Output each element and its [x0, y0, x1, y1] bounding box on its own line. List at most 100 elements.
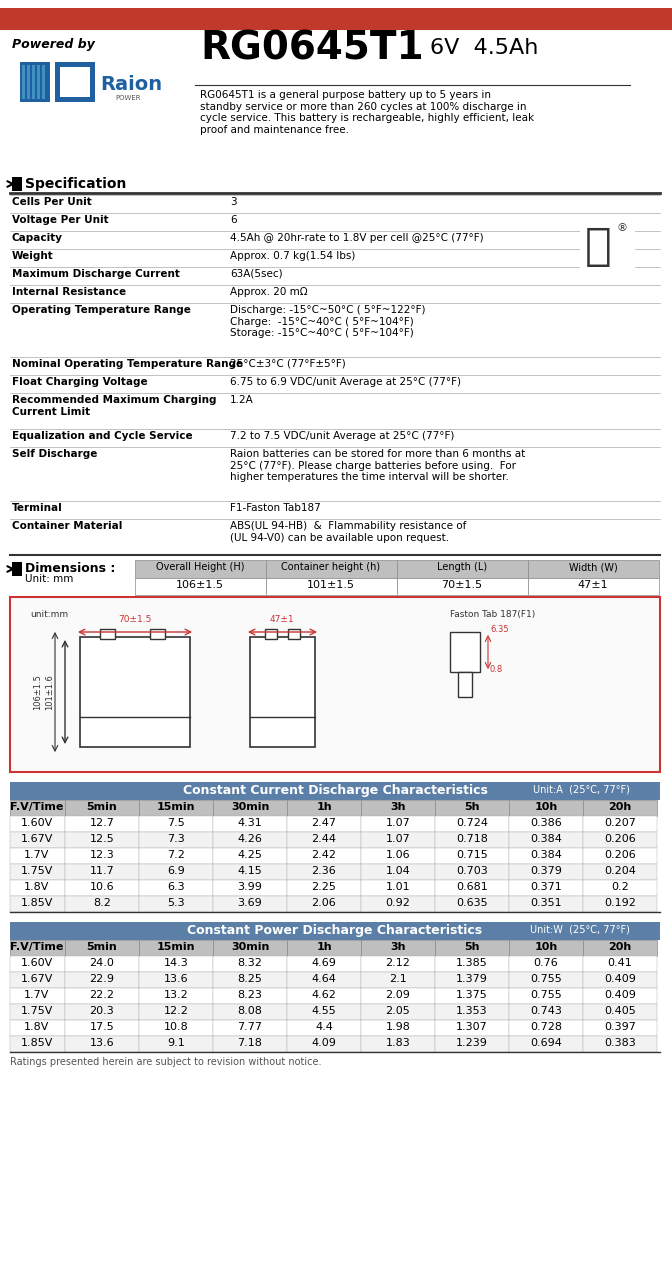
Text: 70±1.5: 70±1.5	[442, 580, 482, 590]
Text: Unit: mm: Unit: mm	[25, 573, 73, 584]
Text: 4.26: 4.26	[238, 835, 263, 844]
Text: Operating Temperature Range: Operating Temperature Range	[12, 305, 191, 315]
Text: 1.353: 1.353	[456, 1006, 488, 1016]
Text: 47±1: 47±1	[578, 580, 608, 590]
Bar	[10, 988, 65, 1004]
Bar	[583, 847, 657, 864]
Text: 5h: 5h	[464, 942, 480, 952]
Text: 1h: 1h	[317, 942, 332, 952]
Text: 1.83: 1.83	[386, 1038, 411, 1048]
Text: Raion batteries can be stored for more than 6 months at
25°C (77°F). Please char: Raion batteries can be stored for more t…	[230, 449, 526, 483]
Text: Constant Power Discharge Characteristics: Constant Power Discharge Characteristics	[187, 924, 482, 937]
Bar	[10, 940, 65, 956]
Text: 14.3: 14.3	[163, 957, 188, 968]
Bar	[12, 177, 22, 191]
Text: 1.04: 1.04	[386, 867, 411, 876]
Bar	[435, 847, 509, 864]
Bar	[287, 864, 361, 881]
Text: 1.379: 1.379	[456, 974, 488, 984]
Bar	[213, 881, 287, 896]
Bar	[265, 628, 277, 639]
Text: 0.409: 0.409	[604, 974, 636, 984]
Bar	[135, 561, 266, 579]
Text: 0.405: 0.405	[604, 1006, 636, 1016]
Bar	[139, 864, 213, 881]
Text: 15min: 15min	[157, 942, 196, 952]
Bar	[80, 637, 190, 748]
Text: 1.7V: 1.7V	[24, 989, 50, 1000]
Text: Constant Current Discharge Characteristics: Constant Current Discharge Characteristi…	[183, 783, 487, 797]
Text: 0.755: 0.755	[530, 989, 562, 1000]
Text: 8.25: 8.25	[238, 974, 263, 984]
Text: Container Material: Container Material	[12, 521, 122, 531]
Bar	[287, 972, 361, 988]
Bar	[65, 1020, 139, 1036]
Text: 4.64: 4.64	[312, 974, 337, 984]
Text: Equalization and Cycle Service: Equalization and Cycle Service	[12, 431, 193, 442]
Bar	[10, 832, 65, 847]
Text: 4.5Ah @ 20hr-rate to 1.8V per cell @25°C (77°F): 4.5Ah @ 20hr-rate to 1.8V per cell @25°C…	[230, 233, 484, 243]
Text: Discharge: -15°C~50°C ( 5°F~122°F)
Charge:  -15°C~40°C ( 5°F~104°F)
Storage: -15: Discharge: -15°C~50°C ( 5°F~122°F) Charg…	[230, 305, 425, 338]
Bar	[42, 65, 45, 99]
Text: Width (W): Width (W)	[569, 562, 618, 572]
Text: 20h: 20h	[608, 942, 632, 952]
Bar	[65, 881, 139, 896]
Text: 0.379: 0.379	[530, 867, 562, 876]
Bar	[509, 1020, 583, 1036]
Bar	[10, 972, 65, 988]
Text: 0.8: 0.8	[490, 666, 503, 675]
Text: 0.755: 0.755	[530, 974, 562, 984]
Text: 8.2: 8.2	[93, 899, 111, 908]
Bar	[65, 832, 139, 847]
Bar	[583, 1036, 657, 1052]
Bar	[509, 896, 583, 911]
Bar	[583, 881, 657, 896]
Bar	[65, 940, 139, 956]
Text: 2.47: 2.47	[312, 818, 337, 828]
Text: 1.75V: 1.75V	[21, 867, 53, 876]
Bar	[509, 881, 583, 896]
Bar	[288, 628, 300, 639]
Text: 6: 6	[230, 215, 237, 225]
Bar	[10, 956, 65, 972]
Bar	[435, 832, 509, 847]
Bar	[583, 988, 657, 1004]
Bar	[37, 65, 40, 99]
Text: 4.31: 4.31	[238, 818, 262, 828]
Text: Approx. 20 mΩ: Approx. 20 mΩ	[230, 287, 308, 297]
Text: 1.85V: 1.85V	[21, 899, 53, 908]
Bar	[139, 800, 213, 817]
Bar	[213, 864, 287, 881]
Bar	[583, 1020, 657, 1036]
Text: Float Charging Voltage: Float Charging Voltage	[12, 378, 148, 387]
Text: 1.85V: 1.85V	[21, 1038, 53, 1048]
Text: 4.09: 4.09	[312, 1038, 337, 1048]
Text: 0.703: 0.703	[456, 867, 488, 876]
Bar	[435, 881, 509, 896]
Text: unit:mm: unit:mm	[30, 611, 68, 620]
Bar	[397, 579, 528, 595]
Text: Weight: Weight	[12, 251, 54, 261]
Bar	[583, 832, 657, 847]
Bar	[139, 881, 213, 896]
Text: Cells Per Unit: Cells Per Unit	[12, 197, 92, 207]
Text: Dimensions :: Dimensions :	[25, 562, 116, 575]
Text: F.V/Time: F.V/Time	[10, 942, 64, 952]
Bar	[10, 1004, 65, 1020]
Bar	[10, 922, 660, 940]
Bar	[10, 881, 65, 896]
Text: 0.635: 0.635	[456, 899, 488, 908]
Bar	[139, 817, 213, 832]
Bar	[361, 1020, 435, 1036]
Text: 0.694: 0.694	[530, 1038, 562, 1048]
Text: 10h: 10h	[534, 803, 558, 812]
Bar	[213, 972, 287, 988]
Bar	[509, 1036, 583, 1052]
Bar	[287, 1004, 361, 1020]
Bar	[150, 628, 165, 639]
Bar	[65, 1004, 139, 1020]
Bar	[528, 579, 659, 595]
Bar	[139, 1036, 213, 1052]
Bar	[65, 972, 139, 988]
Bar	[10, 175, 660, 193]
